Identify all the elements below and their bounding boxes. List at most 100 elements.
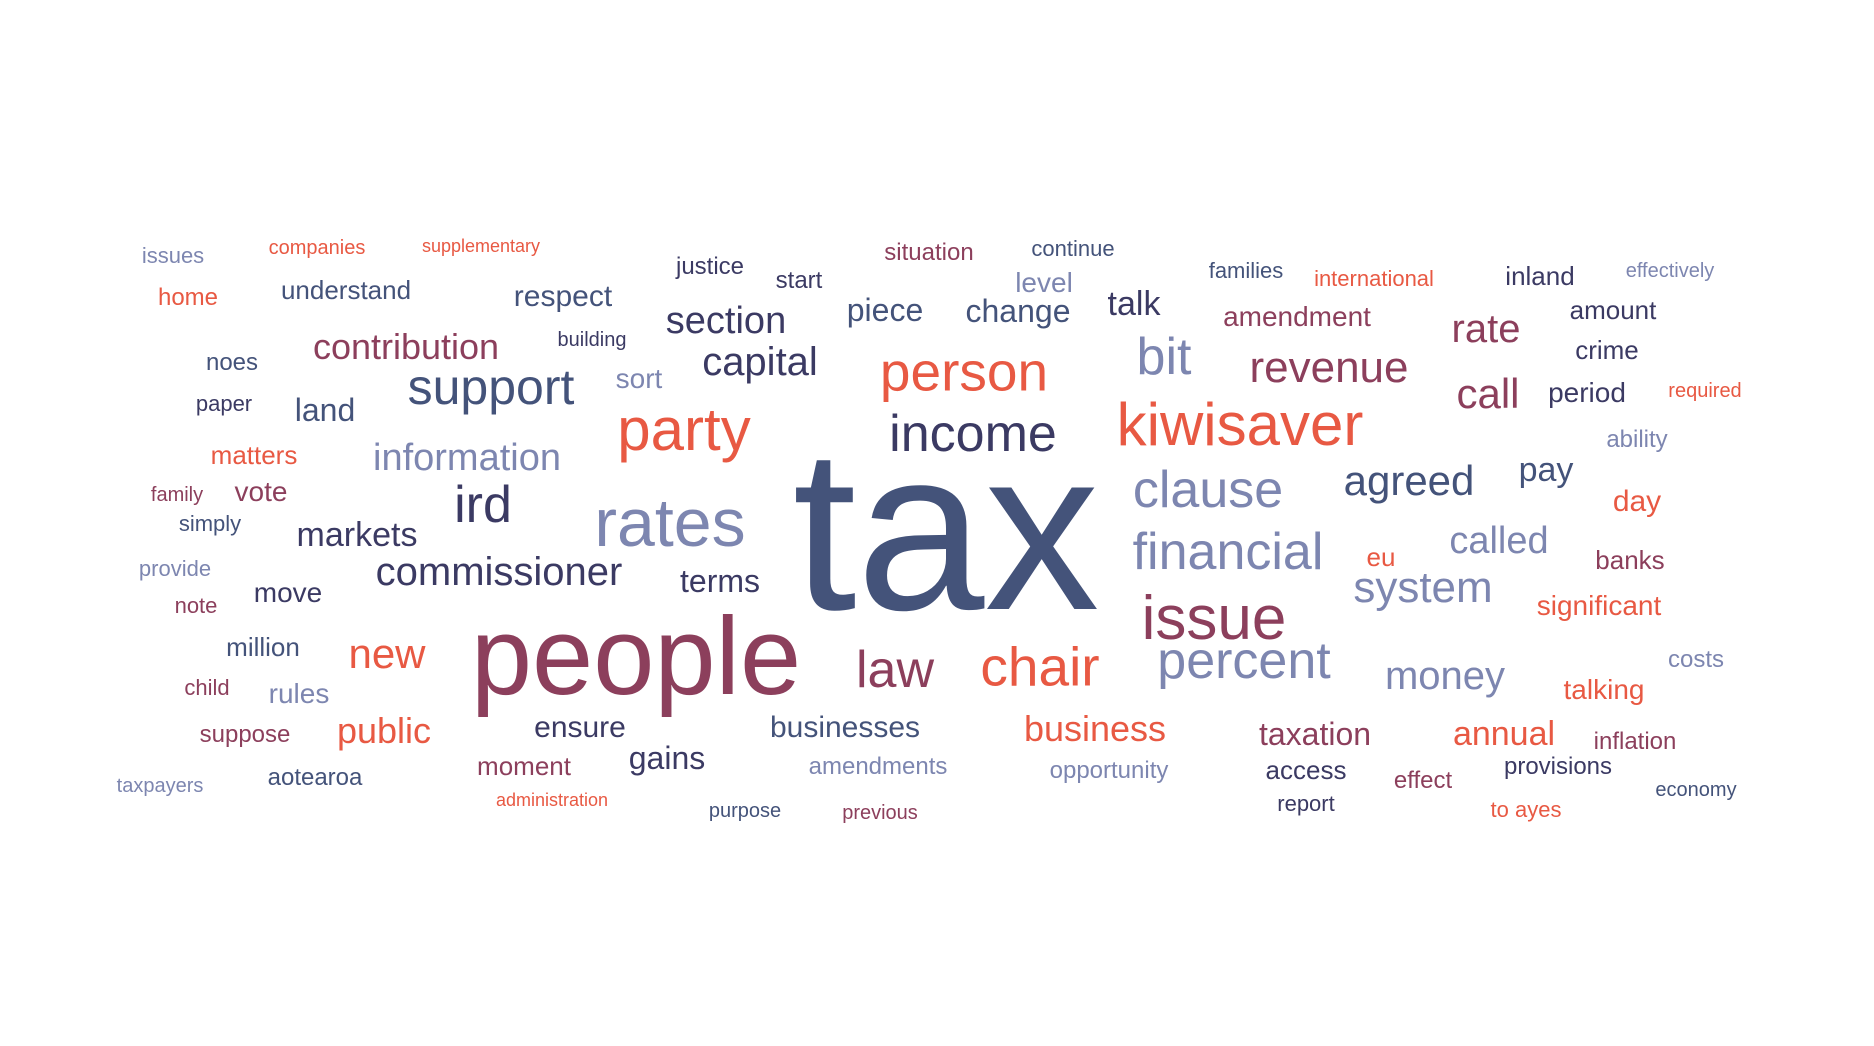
word-ird: ird <box>454 476 512 534</box>
word-amount: amount <box>1569 295 1657 325</box>
word-system: system <box>1353 563 1493 612</box>
word-justice: justice <box>675 253 745 280</box>
word-chair: chair <box>980 635 1100 698</box>
word-rules: rules <box>268 678 330 709</box>
word-taxation: taxation <box>1258 716 1372 752</box>
word-significant: significant <box>1536 590 1662 621</box>
word-economy: economy <box>1655 779 1737 801</box>
word-law: law <box>855 641 935 699</box>
word-rate: rate <box>1451 307 1521 351</box>
word-kiwisaver: kiwisaver <box>1116 391 1364 458</box>
word-move: move <box>253 577 323 608</box>
word-to-ayes: to ayes <box>1490 797 1562 822</box>
word-simply: simply <box>178 511 242 536</box>
word-previous: previous <box>842 802 918 824</box>
word-called: called <box>1449 520 1549 562</box>
word-ensure: ensure <box>534 711 626 744</box>
word-building: building <box>557 329 627 351</box>
word-piece: piece <box>846 292 924 328</box>
word-revenue: revenue <box>1249 343 1409 392</box>
word-banks: banks <box>1595 545 1665 575</box>
word-situation: situation <box>884 239 974 266</box>
word-call: call <box>1456 370 1520 417</box>
word-new: new <box>348 630 426 677</box>
word-moment: moment <box>477 751 571 781</box>
word-money: money <box>1384 654 1506 698</box>
word-families: families <box>1208 258 1284 283</box>
word-family: family <box>150 484 204 506</box>
word-change: change <box>965 293 1071 329</box>
word-inflation: inflation <box>1593 728 1677 755</box>
word-home: home <box>157 284 219 311</box>
word-talking: talking <box>1563 674 1645 705</box>
word-child: child <box>184 675 230 700</box>
word-amendments: amendments <box>808 753 948 780</box>
word-purpose: purpose <box>708 800 782 822</box>
word-people: people <box>470 595 802 718</box>
word-eu: eu <box>1366 542 1396 572</box>
word-administration: administration <box>495 790 609 810</box>
word-continue: continue <box>1031 236 1115 261</box>
word-agreed: agreed <box>1343 457 1475 504</box>
word-tax: tax <box>792 401 1100 658</box>
word-commissioner: commissioner <box>375 550 623 594</box>
word-section: section <box>665 300 787 342</box>
word-note: note <box>174 593 218 618</box>
word-effect: effect <box>1393 767 1453 794</box>
word-issues: issues <box>141 243 205 268</box>
word-financial: financial <box>1132 523 1324 581</box>
word-businesses: businesses <box>769 711 921 744</box>
word-suppose: suppose <box>199 721 291 748</box>
word-required: required <box>1668 380 1742 402</box>
word-respect: respect <box>513 280 613 313</box>
word-pay: pay <box>1518 451 1574 489</box>
word-companies: companies <box>268 237 366 259</box>
word-talk: talk <box>1107 285 1161 323</box>
word-level: level <box>1015 267 1073 298</box>
word-opportunity: opportunity <box>1049 757 1169 784</box>
word-access: access <box>1265 755 1347 785</box>
word-inland: inland <box>1505 261 1575 291</box>
word-support: support <box>407 359 575 415</box>
word-party: party <box>617 396 751 463</box>
word-annual: annual <box>1452 715 1556 753</box>
word-percent: percent <box>1157 632 1331 690</box>
word-person: person <box>879 340 1049 403</box>
word-period: period <box>1548 377 1626 408</box>
word-bit: bit <box>1136 328 1192 386</box>
word-noes: noes <box>205 349 259 376</box>
word-vote: vote <box>234 476 288 507</box>
word-matters: matters <box>210 440 298 470</box>
word-contribution: contribution <box>312 326 500 367</box>
word-start: start <box>775 267 823 294</box>
word-paper: paper <box>195 391 253 416</box>
word-gains: gains <box>628 740 706 776</box>
word-report: report <box>1277 791 1335 816</box>
word-ability: ability <box>1606 426 1668 453</box>
word-business: business <box>1023 708 1167 749</box>
word-effectively: effectively <box>1625 260 1715 282</box>
word-public: public <box>336 710 432 751</box>
word-aotearoa: aotearoa <box>267 764 363 791</box>
word-international: international <box>1314 266 1434 291</box>
word-provisions: provisions <box>1503 753 1613 780</box>
word-amendment: amendment <box>1223 301 1371 332</box>
word-terms: terms <box>680 563 760 599</box>
word-capital: capital <box>702 340 818 384</box>
word-day: day <box>1612 485 1662 518</box>
word-rates: rates <box>594 485 746 561</box>
word-income: income <box>889 405 1057 463</box>
word-information: information <box>373 437 561 479</box>
word-land: land <box>294 392 356 428</box>
word-crime: crime <box>1575 335 1639 365</box>
word-supplementary: supplementary <box>421 236 541 256</box>
word-sort: sort <box>615 363 663 394</box>
word-provide: provide <box>138 556 212 581</box>
word-clause: clause <box>1132 461 1284 519</box>
word-taxpayers: taxpayers <box>116 775 204 797</box>
word-costs: costs <box>1667 646 1725 673</box>
word-markets: markets <box>296 516 418 554</box>
word-issue: issue <box>1141 584 1287 653</box>
word-understand: understand <box>280 275 412 305</box>
